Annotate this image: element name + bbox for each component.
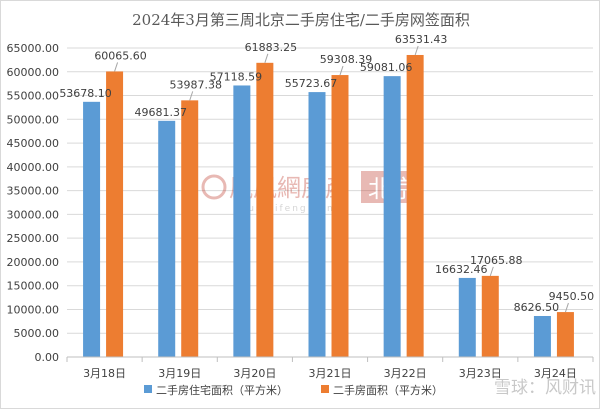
bar-residential: [158, 120, 176, 357]
watermark-xueqiu: 雪球：风财讯: [494, 378, 596, 398]
leader-line: [564, 302, 569, 313]
bar-residential: [533, 315, 551, 357]
leader-line: [414, 45, 419, 56]
leader-line: [339, 65, 344, 76]
legend-swatch: [321, 385, 329, 393]
data-label: 53987.38: [169, 78, 222, 91]
data-label: 16632.46: [435, 263, 488, 276]
y-tick-label: 10000.00: [7, 303, 60, 316]
data-label: 53678.10: [59, 87, 112, 100]
legend-swatch: [144, 385, 152, 393]
data-label: 55723.67: [285, 77, 338, 90]
x-tick-label: 3月24日: [534, 367, 577, 380]
leader-line: [114, 62, 119, 72]
leader-line: [264, 53, 269, 63]
bar-total: [481, 275, 499, 357]
bar-total: [331, 75, 349, 357]
x-tick-label: 3月21日: [309, 367, 352, 380]
data-label: 8626.50: [514, 301, 560, 314]
data-label: 57118.59: [210, 70, 263, 83]
ifeng-logo-icon: [201, 174, 227, 200]
y-tick-label: 45000.00: [7, 137, 60, 150]
x-tick-label: 3月19日: [158, 367, 201, 380]
x-tick-label: 3月20日: [233, 367, 276, 380]
y-tick-label: 30000.00: [7, 208, 60, 221]
bar-residential: [83, 101, 101, 357]
legend-label: 二手房面积（平方米）: [333, 383, 443, 397]
bar-total: [406, 54, 424, 358]
x-tick-label: 3月18日: [83, 367, 126, 380]
x-tick-label: 3月23日: [459, 367, 502, 380]
chart-title: 2024年3月第三周北京二手房住宅/二手房网签面积: [132, 11, 470, 29]
data-label: 17065.88: [470, 254, 523, 267]
y-tick-label: 60000.00: [7, 66, 60, 79]
watermark-url: house.ifeng.com: [233, 204, 338, 214]
data-label: 61883.25: [245, 41, 298, 54]
bar-residential: [308, 92, 326, 358]
bar-residential: [458, 277, 476, 357]
data-label: 49681.37: [134, 106, 187, 119]
y-tick-label: 35000.00: [7, 185, 60, 198]
y-tick-label: 0.00: [35, 351, 60, 364]
bar-total: [106, 71, 124, 357]
x-tick-label: 3月22日: [384, 367, 427, 380]
bar-total: [181, 100, 199, 358]
y-tick-label: 20000.00: [7, 256, 60, 269]
bar-total: [256, 62, 274, 357]
leader-line: [189, 91, 194, 101]
y-tick-label: 40000.00: [7, 161, 60, 174]
data-label: 59081.06: [360, 61, 413, 74]
y-tick-label: 65000.00: [7, 42, 60, 55]
data-label: 63531.43: [395, 33, 448, 46]
bar-residential: [383, 76, 401, 358]
bar-total: [556, 312, 574, 357]
data-label: 59308.39: [320, 53, 373, 66]
data-label: 9450.50: [549, 290, 595, 303]
data-label: 60065.60: [94, 49, 147, 62]
y-tick-label: 25000.00: [7, 232, 60, 245]
y-tick-label: 5000.00: [14, 327, 60, 340]
leader-line: [489, 266, 494, 277]
bar-residential: [233, 85, 251, 357]
y-tick-label: 15000.00: [7, 280, 60, 293]
y-tick-label: 55000.00: [7, 90, 60, 103]
y-tick-label: 50000.00: [7, 113, 60, 126]
legend-label: 二手房住宅面积（平方米）: [156, 383, 288, 397]
